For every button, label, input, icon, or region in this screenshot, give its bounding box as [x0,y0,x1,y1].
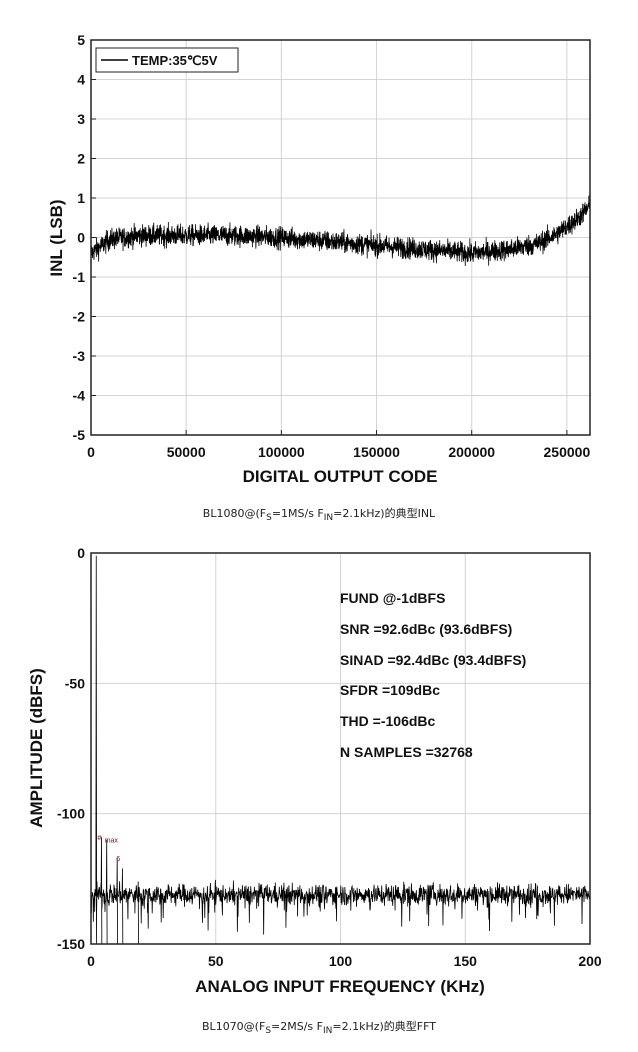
inl-y-tick-label: -2 [73,309,86,325]
fft-series-line [90,555,591,945]
inl-y-tick-label: 3 [77,111,85,127]
fft-marker-hash: # [97,835,101,842]
fft-x-tick-label: 50 [208,953,224,969]
inl-y-tick-label: 0 [77,230,85,246]
fft-caption-suffix: =2.1kHz)的典型FFT [332,1020,436,1033]
fft-caption-mid: =2MS/s F [271,1020,323,1033]
fft-caption-prefix: BL1070@(F [202,1020,266,1033]
inl-y-tick-label: -3 [73,348,86,364]
fft-plot-frame [90,552,591,945]
inl-trace [90,195,591,267]
inl-x-tick-label: 50000 [167,444,206,460]
fft-trace [90,555,591,945]
inl-y-tick-label: 2 [77,151,85,167]
fft-annotation-snr: SNR =92.6dBc (93.6dBFS) [340,621,512,637]
fft-x-tick-label: 150 [454,953,478,969]
inl-y-tick-label: 5 [77,32,85,48]
inl-chart: 5 4 3 2 1 0 -1 -2 -3 -4 -5 0 50000 100000 150000 20000… [47,32,591,486]
fft-annotation-block: FUND @-1dBFS SNR =92.6dBc (93.6dBFS) SIN… [340,590,526,760]
inl-y-tick-label: 4 [77,72,85,88]
fft-x-axis-label: ANALOG INPUT FREQUENCY (KHz) [195,977,485,996]
fft-y-tick-label: -150 [57,936,85,952]
fft-y-tick-label: 0 [77,545,85,561]
fft-marker-6: 6 [116,856,120,863]
fft-y-tick-label: -50 [65,675,85,691]
inl-caption: BL1080@(FS=1MS/s FIN=2.1kHz)的典型INL [0,505,638,523]
inl-x-tick-label: 100000 [258,444,305,460]
inl-x-axis-label: DIGITAL OUTPUT CODE [243,467,438,486]
inl-y-tick-label: 1 [77,190,85,206]
inl-y-tick-label: -1 [73,269,86,285]
inl-y-tick-labels: 5 4 3 2 1 0 -1 -2 -3 -4 -5 [73,32,96,443]
inl-legend: TEMP:35℃5V [95,47,239,73]
fft-annotation-thd: THD =-106dBc [340,713,436,729]
inl-x-tick-label: 200000 [448,444,495,460]
inl-x-tick-label: 250000 [544,444,591,460]
fft-x-tick-label: 200 [578,953,602,969]
inl-caption-sub-in: IN [323,513,334,524]
fft-caption: BL1070@(FS=2MS/s FIN=2.1kHz)的典型FFT [0,1018,638,1036]
fft-caption-sub-s: S [265,1026,272,1037]
inl-y-axis-label: INL (LSB) [47,199,66,276]
inl-series-line [90,195,591,267]
inl-y-tick-label: -4 [73,388,86,404]
inl-caption-suffix: =2.1kHz)的典型INL [333,507,436,520]
inl-legend-label: TEMP:35℃5V [132,53,218,68]
fft-y-tick-label: -100 [57,806,85,822]
inl-caption-mid: =1MS/s F [271,507,324,520]
fft-y-tick-labels: 0 -50 -100 -150 [57,545,85,952]
inl-caption-sub-s: S [266,513,272,524]
fft-x-tick-label: 100 [329,953,353,969]
inl-x-tick-labels: 0 50000 100000 150000 200000 250000 [87,430,590,460]
fft-annotation-sfdr: SFDR =109dBc [340,682,440,698]
fft-annotation-sinad: SINAD =92.4dBc (93.4dBFS) [340,652,526,668]
inl-x-tick-label: 0 [87,444,95,460]
inl-caption-prefix: BL1080@(F [202,507,267,520]
fft-marker-max: max [105,838,119,845]
fft-y-axis-label: AMPLITUDE (dBFS) [27,668,46,828]
fft-chart: 0 -50 -100 -150 0 50 100 150 200 # max 6 ANALOG I… [27,545,602,996]
inl-x-tick-label: 150000 [353,444,400,460]
fft-x-tick-labels: 0 50 100 150 200 [87,953,602,969]
fft-caption-sub-in: IN [322,1026,333,1037]
inl-y-tick-label: -5 [73,427,86,443]
fft-annotation-fund: FUND @-1dBFS [340,590,445,606]
fft-harmonic-markers: # max 6 [97,835,120,863]
fft-x-tick-label: 0 [87,953,95,969]
fft-annotation-samples: N SAMPLES =32768 [340,744,473,760]
